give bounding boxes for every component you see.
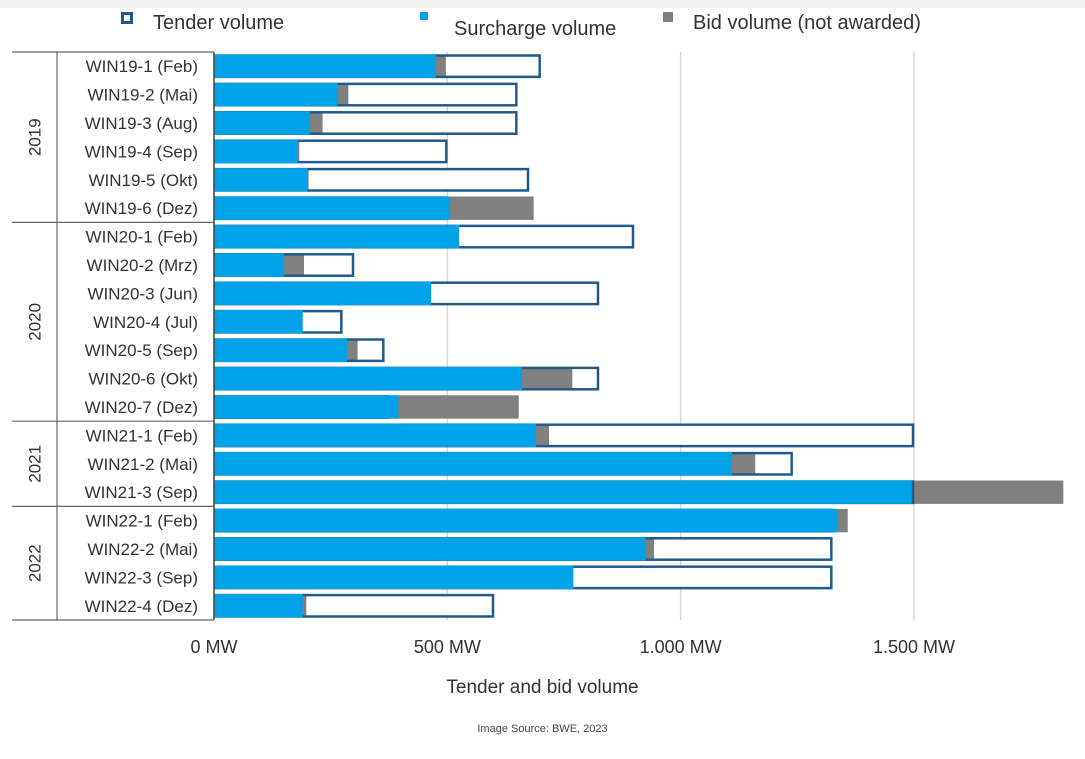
surcharge-bar-4 <box>214 168 308 192</box>
group-label-2020: 2020 <box>25 303 44 341</box>
group-label-2022: 2022 <box>25 544 44 582</box>
surcharge-bar-6 <box>214 224 459 249</box>
legend-tender-swatch <box>121 12 133 24</box>
tender-remaining-4 <box>308 170 527 189</box>
category-label-14: WIN21-2 (Mai) <box>87 455 198 474</box>
category-label-19: WIN22-4 (Dez) <box>85 597 198 616</box>
tender-remaining-0 <box>445 57 539 76</box>
legend-bid: Bid volume (not awarded) <box>663 12 921 35</box>
x-tick-label-3: 1.500 MW <box>873 637 955 657</box>
category-label-5: WIN19-6 (Dez) <box>85 199 198 218</box>
tender-remaining-2 <box>322 113 515 133</box>
category-label-17: WIN22-2 (Mai) <box>87 540 198 559</box>
legend-surcharge-swatch <box>420 12 428 20</box>
category-label-2: WIN19-3 (Aug) <box>85 114 198 133</box>
tender-remaining-10 <box>357 341 382 360</box>
surcharge-bar-13 <box>214 423 536 448</box>
surcharge-bar-7 <box>214 253 284 277</box>
category-label-11: WIN20-6 (Okt) <box>88 370 198 389</box>
surcharge-bar-5 <box>214 196 450 220</box>
surcharge-bar-15 <box>214 480 912 504</box>
surcharge-bar-19 <box>214 594 303 618</box>
tender-remaining-14 <box>755 454 791 473</box>
tender-remaining-13 <box>549 426 912 445</box>
tender-remaining-1 <box>348 85 515 104</box>
surcharge-bar-9 <box>214 310 303 334</box>
category-label-3: WIN19-4 (Sep) <box>85 142 198 161</box>
tender-remaining-9 <box>302 312 340 331</box>
tender-remaining-17 <box>654 539 830 559</box>
tender-remaining-19 <box>306 596 492 615</box>
surcharge-bar-0 <box>214 54 436 78</box>
surcharge-bar-10 <box>214 338 347 362</box>
legend: Tender volume Surcharge volume Bid volum… <box>0 8 1085 48</box>
surcharge-bar-16 <box>214 508 837 533</box>
legend-bid-swatch <box>663 12 673 22</box>
tender-remaining-8 <box>431 284 597 303</box>
category-label-7: WIN20-2 (Mrz) <box>87 256 198 275</box>
surcharge-bar-11 <box>214 366 522 391</box>
bar-chart: WIN19-1 (Feb) WIN19-2 (Mai) WIN19-3 (Aug) W… <box>12 51 1064 657</box>
tender-remaining-6 <box>459 227 632 246</box>
x-tick-label-0: 0 MW <box>191 637 238 657</box>
category-label-16: WIN22-1 (Feb) <box>86 512 198 531</box>
tender-remaining-11 <box>572 369 597 388</box>
image-source: Image Source: BWE, 2023 <box>477 723 608 735</box>
surcharge-bar-1 <box>214 82 338 107</box>
legend-bid-label: Bid volume (not awarded) <box>693 12 921 34</box>
surcharge-bar-12 <box>214 395 399 419</box>
x-axis-title: Tender and bid volume <box>446 677 639 698</box>
category-label-13: WIN21-1 (Feb) <box>86 426 198 445</box>
category-label-6: WIN20-1 (Feb) <box>86 228 198 247</box>
surcharge-bar-18 <box>214 565 574 590</box>
category-label-4: WIN19-5 (Okt) <box>88 171 198 190</box>
tender-remaining-7 <box>304 255 352 275</box>
legend-tender: Tender volume <box>121 12 284 35</box>
surcharge-bar-2 <box>214 111 310 135</box>
group-label-2019: 2019 <box>25 118 44 156</box>
legend-surcharge-label: Surcharge volume <box>454 18 617 40</box>
legend-surcharge: Surcharge volume <box>420 12 616 41</box>
category-label-1: WIN19-2 (Mai) <box>87 86 198 105</box>
legend-tender-label: Tender volume <box>153 12 285 34</box>
tender-remaining-18 <box>573 568 830 587</box>
surcharge-bar-3 <box>214 139 298 164</box>
category-label-12: WIN20-7 (Dez) <box>85 398 198 417</box>
surcharge-bar-8 <box>214 281 431 306</box>
surcharge-bar-14 <box>214 452 732 476</box>
x-tick-label-1: 500 MW <box>414 637 481 657</box>
category-label-10: WIN20-5 (Sep) <box>85 341 198 360</box>
category-label-18: WIN22-3 (Sep) <box>85 568 198 587</box>
category-label-15: WIN21-3 (Sep) <box>85 483 198 502</box>
surcharge-bar-17 <box>214 537 646 561</box>
category-label-0: WIN19-1 (Feb) <box>86 57 198 76</box>
top-band <box>0 0 1085 8</box>
category-label-8: WIN20-3 (Jun) <box>87 284 198 303</box>
tender-remaining-3 <box>299 142 445 161</box>
category-label-9: WIN20-4 (Jul) <box>93 313 198 332</box>
group-label-2021: 2021 <box>25 445 44 483</box>
x-tick-label-2: 1.000 MW <box>640 637 722 657</box>
